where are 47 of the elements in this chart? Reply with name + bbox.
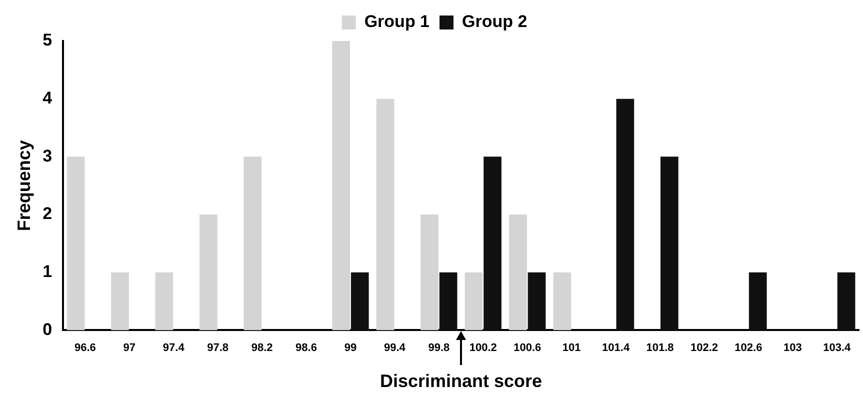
y-tick-label: 3 — [42, 146, 52, 166]
x-tick-label: 98.6 — [296, 342, 317, 354]
bar — [528, 272, 546, 330]
x-tick-label: 99.4 — [384, 342, 406, 354]
x-tick-label: 98.2 — [251, 342, 273, 354]
bar — [155, 272, 174, 330]
bar — [350, 272, 369, 330]
legend-label: Group 2 — [462, 12, 528, 32]
legend-label: Group 1 — [364, 12, 430, 32]
bar — [837, 272, 856, 330]
x-tick-label: 101 — [562, 342, 581, 354]
bar — [484, 156, 502, 330]
bar — [420, 214, 438, 330]
bar — [748, 272, 767, 330]
bar — [376, 98, 394, 330]
x-tick-label: 99.8 — [428, 342, 450, 354]
y-tick-label: 1 — [42, 262, 52, 282]
bar — [200, 214, 218, 330]
x-tick-label: 102.2 — [690, 342, 718, 354]
x-axis-title: Discriminant score — [380, 371, 542, 392]
y-tick-label: 0 — [42, 320, 52, 339]
bar — [660, 156, 678, 330]
bar — [439, 272, 458, 330]
x-tick-label: 101.4 — [602, 342, 630, 354]
bar — [509, 214, 527, 330]
x-tick-label: 103.4 — [823, 342, 852, 354]
y-axis-title: Frequency — [14, 140, 34, 232]
x-tick-label: 96.6 — [74, 342, 96, 354]
x-tick-label: 103 — [783, 342, 802, 354]
bar — [553, 272, 572, 330]
x-tick-label: 102.6 — [734, 342, 762, 354]
y-tick-label: 4 — [42, 88, 53, 108]
x-tick-label: 97.4 — [162, 342, 186, 354]
bar — [66, 156, 85, 330]
x-tick-label: 100.2 — [469, 342, 497, 354]
x-tick-label: 101.8 — [646, 342, 674, 354]
y-tick-label: 5 — [42, 30, 52, 50]
x-tick-label: 100.6 — [514, 342, 542, 354]
x-tick-label: 97 — [123, 342, 136, 354]
x-tick-label: 99 — [344, 342, 357, 354]
bar — [332, 41, 350, 330]
x-tick-label: 97.8 — [207, 342, 229, 354]
bar — [244, 156, 262, 330]
y-tick-label: 2 — [42, 204, 52, 224]
bar — [111, 272, 129, 330]
bar — [464, 272, 483, 330]
bar — [616, 98, 634, 330]
